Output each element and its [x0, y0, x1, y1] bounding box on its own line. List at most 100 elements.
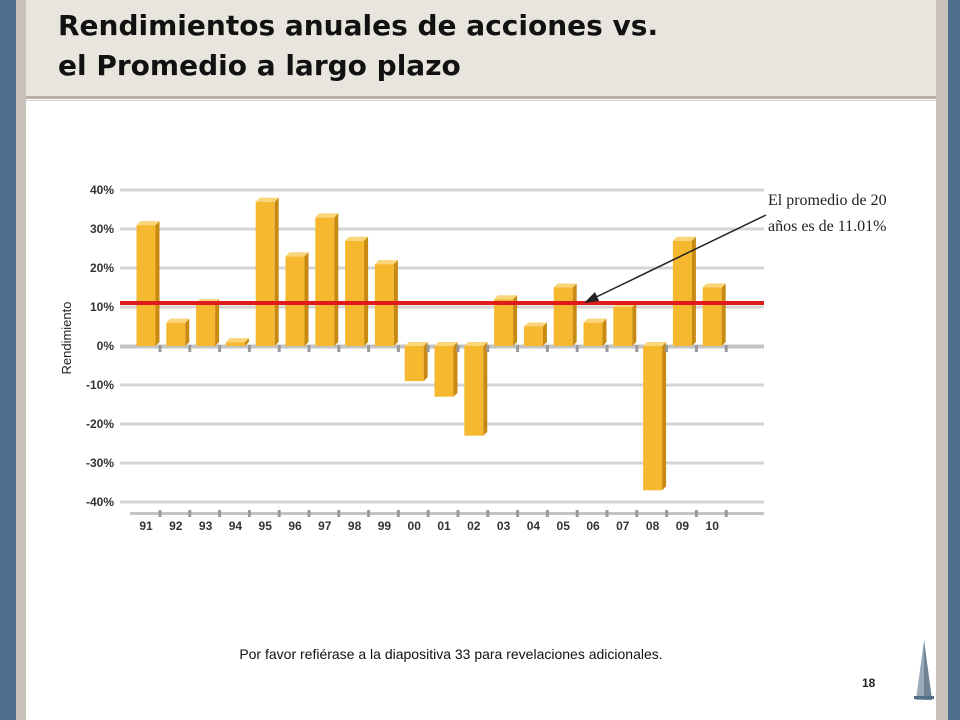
x-tick-mark	[188, 345, 192, 352]
bar	[166, 318, 190, 346]
bar	[672, 236, 696, 346]
pyramid-tower-icon	[914, 640, 934, 700]
bar-top	[643, 342, 667, 346]
bar	[285, 252, 309, 346]
bar-face	[434, 346, 454, 397]
x-tick-label: 05	[557, 519, 571, 533]
x-tick-mark	[545, 345, 549, 352]
bar-top	[672, 236, 696, 241]
bar-face	[196, 303, 216, 346]
x-tick-label: 96	[288, 519, 302, 533]
x-tick-label: 98	[348, 519, 362, 533]
bar-side	[602, 318, 607, 346]
y-tick-label: 10%	[90, 300, 114, 314]
bar-side	[215, 299, 220, 346]
x-tick-mark	[456, 510, 460, 517]
x-tick-mark	[575, 510, 579, 517]
bar-top	[553, 283, 577, 288]
bar-side	[483, 342, 488, 436]
grid-line	[120, 188, 764, 192]
annotation-line-1: El promedio de 20	[768, 192, 887, 209]
annotation-arrow	[589, 214, 767, 301]
y-tick-label: -20%	[86, 417, 114, 431]
bar	[196, 299, 220, 346]
bars	[136, 197, 726, 491]
x-tick-mark	[605, 345, 609, 352]
x-tick-mark	[665, 510, 669, 517]
x-tick-label: 02	[467, 519, 481, 533]
bar-face	[643, 346, 663, 491]
slide: Rendimientos anuales de acciones vs. el …	[26, 0, 936, 720]
bar	[225, 338, 249, 346]
bar-face	[136, 225, 156, 346]
bar-top	[315, 213, 339, 218]
x-tick-mark	[605, 510, 609, 517]
bar-face	[404, 346, 424, 382]
x-tick-mark	[188, 510, 192, 517]
bar	[583, 318, 607, 346]
x-tick-label: 95	[259, 519, 273, 533]
x-tick-label: 03	[497, 519, 511, 533]
bar-side	[513, 295, 518, 346]
y-tick-label: 0%	[97, 339, 115, 353]
bar-top	[434, 342, 458, 346]
slide-header: Rendimientos anuales de acciones vs. el …	[26, 0, 936, 96]
bar-side	[453, 342, 458, 397]
y-tick-label: -30%	[86, 456, 114, 470]
bar-face	[583, 322, 603, 346]
x-tick-mark	[486, 510, 490, 517]
x-tick-mark	[396, 510, 400, 517]
x-tick-label: 91	[139, 519, 153, 533]
x-tick-mark	[158, 345, 162, 352]
x-tick-mark	[516, 345, 520, 352]
bar-side	[572, 283, 577, 346]
bar-side	[632, 303, 637, 346]
grid-line	[120, 305, 764, 309]
bar-top	[702, 283, 726, 288]
bar	[404, 342, 428, 382]
grid-line	[120, 461, 764, 465]
x-tick-label: 99	[378, 519, 392, 533]
bar-side	[304, 252, 309, 346]
bar-face	[464, 346, 484, 436]
bar-face	[315, 217, 335, 346]
annotation-arrowhead	[584, 292, 599, 303]
y-tick-label: 30%	[90, 222, 114, 236]
bar-side	[364, 236, 369, 346]
x-tick-mark	[337, 345, 341, 352]
x-tick-mark	[337, 510, 341, 517]
bar-top	[166, 318, 190, 323]
header-divider-thin	[26, 100, 936, 101]
bar	[255, 197, 279, 346]
bar	[464, 342, 488, 436]
bar-face	[672, 240, 692, 346]
x-tick-labels: 91 92 93 94 95 96 97 98 99 00 01 02 03 04 05 06 07 08 09 10	[139, 345, 728, 533]
bar-top	[494, 295, 518, 300]
bar	[702, 283, 726, 346]
bar-side	[662, 342, 667, 491]
bar-face	[166, 322, 186, 346]
slide-title: Rendimientos anuales de acciones vs. el …	[58, 6, 918, 86]
x-tick-mark	[575, 345, 579, 352]
bar-top	[374, 260, 398, 265]
title-line-2: el Promedio a largo plazo	[58, 49, 461, 82]
x-tick-label: 06	[586, 519, 600, 533]
left-border	[0, 0, 16, 720]
bar-top	[136, 221, 160, 226]
bar-side	[185, 318, 190, 346]
x-tick-mark	[426, 510, 430, 517]
disclaimer-text: Por favor refiérase a la diapositiva 33 …	[239, 646, 663, 662]
x-tick-mark	[218, 345, 222, 352]
grid-line	[120, 227, 764, 231]
bar-face	[494, 299, 514, 346]
x-tick-mark	[247, 345, 251, 352]
bar-top	[404, 342, 428, 346]
x-tick-label: 09	[676, 519, 690, 533]
x-tick-label: 94	[229, 519, 243, 533]
bar-top	[523, 322, 547, 327]
bar	[643, 342, 667, 491]
bar-face	[255, 201, 275, 346]
x-tick-mark	[516, 510, 520, 517]
bar-top	[345, 236, 369, 241]
x-tick-mark	[635, 345, 639, 352]
